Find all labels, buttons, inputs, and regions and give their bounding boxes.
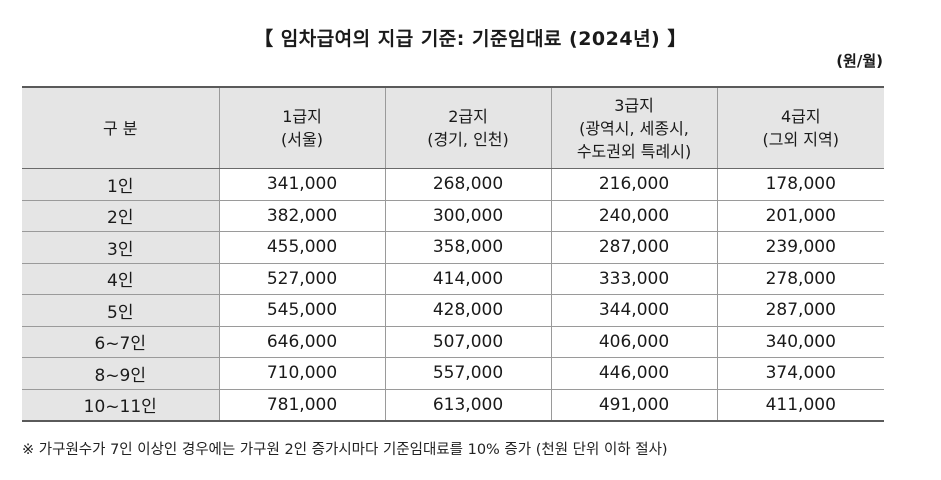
table-cell: 557,000: [384, 357, 552, 390]
table-cell: 216,000: [550, 168, 718, 201]
row-label: 3인: [22, 231, 220, 264]
header-line: 4급지: [780, 107, 821, 126]
row-label: 2인: [22, 200, 220, 232]
row-label: 4인: [22, 263, 220, 295]
table-cell: 411,000: [716, 389, 884, 422]
table-cell: 178,000: [716, 168, 884, 201]
header-grade-3: 3급지 (광역시, 세종시, 수도권외 특례시): [550, 86, 718, 169]
table-cell: 341,000: [218, 168, 386, 201]
table-cell: 382,000: [218, 200, 386, 232]
table-row: 10~11인 781,000 613,000 491,000 411,000: [22, 389, 884, 422]
rent-standard-table: 구 분 1급지 (서울) 2급지 (경기, 인천) 3급지 (광역시, 세종시,…: [22, 86, 884, 422]
table-cell: 710,000: [218, 357, 386, 390]
header-category: 구 분: [22, 86, 220, 169]
footnote: ※ 가구원수가 7인 이상인 경우에는 가구원 2인 증가시마다 기준임대료를 …: [22, 442, 668, 458]
table-cell: 358,000: [384, 231, 552, 264]
table-cell: 527,000: [218, 263, 386, 295]
table-cell: 340,000: [716, 326, 884, 358]
header-line: (그외 지역): [762, 130, 839, 149]
table-cell: 300,000: [384, 200, 552, 232]
table-cell: 613,000: [384, 389, 552, 422]
header-line: 구 분: [102, 118, 138, 138]
table-cell: 374,000: [716, 357, 884, 390]
header-line: 1급지: [282, 107, 322, 126]
table-cell: 287,000: [550, 231, 718, 264]
header-line: 2급지: [448, 107, 488, 126]
table-row: 6~7인 646,000 507,000 406,000 340,000: [22, 326, 884, 358]
header-line: 3급지: [614, 95, 654, 115]
table-cell: 455,000: [218, 231, 386, 264]
header-line: (경기, 인천): [427, 130, 509, 149]
table-cell: 646,000: [218, 326, 386, 358]
row-label: 1인: [22, 168, 220, 201]
header-line: (서울): [281, 130, 323, 149]
unit-label: (원/월): [836, 52, 883, 70]
row-label: 10~11인: [22, 389, 220, 422]
table-cell: 507,000: [384, 326, 552, 358]
table-cell: 344,000: [550, 294, 718, 327]
table-cell: 446,000: [550, 357, 718, 390]
row-label: 6~7인: [22, 326, 220, 358]
table-cell: 201,000: [716, 200, 884, 232]
table-cell: 428,000: [384, 294, 552, 327]
row-label: 5인: [22, 294, 220, 327]
table-cell: 240,000: [550, 200, 718, 232]
table-cell: 545,000: [218, 294, 386, 327]
table-cell: 287,000: [716, 294, 884, 327]
row-label: 8~9인: [22, 357, 220, 390]
table-row: 2인 382,000 300,000 240,000 201,000: [22, 200, 884, 232]
table-row: 8~9인 710,000 557,000 446,000 374,000: [22, 357, 884, 390]
header-row: 구 분 1급지 (서울) 2급지 (경기, 인천) 3급지 (광역시, 세종시,…: [22, 86, 884, 169]
table-cell: 278,000: [716, 263, 884, 295]
header-grade-2: 2급지 (경기, 인천): [384, 86, 552, 169]
table-title: 【 임차급여의 지급 기준: 기준임대료 (2024년) 】: [254, 28, 687, 50]
header-grade-1: 1급지 (서울): [218, 86, 386, 169]
table-cell: 239,000: [716, 231, 884, 264]
header-line: 수도권외 특례시): [576, 141, 692, 161]
table-cell: 268,000: [384, 168, 552, 201]
table-row: 5인 545,000 428,000 344,000 287,000: [22, 294, 884, 327]
header-line: (광역시, 세종시,: [579, 118, 689, 138]
table-cell: 333,000: [550, 263, 718, 295]
table-row: 3인 455,000 358,000 287,000 239,000: [22, 231, 884, 264]
table-cell: 781,000: [218, 389, 386, 422]
table-cell: 491,000: [550, 389, 718, 422]
table-row: 4인 527,000 414,000 333,000 278,000: [22, 263, 884, 295]
table-cell: 414,000: [384, 263, 552, 295]
table-cell: 406,000: [550, 326, 718, 358]
table-row: 1인 341,000 268,000 216,000 178,000: [22, 168, 884, 201]
header-grade-4: 4급지 (그외 지역): [716, 86, 884, 169]
